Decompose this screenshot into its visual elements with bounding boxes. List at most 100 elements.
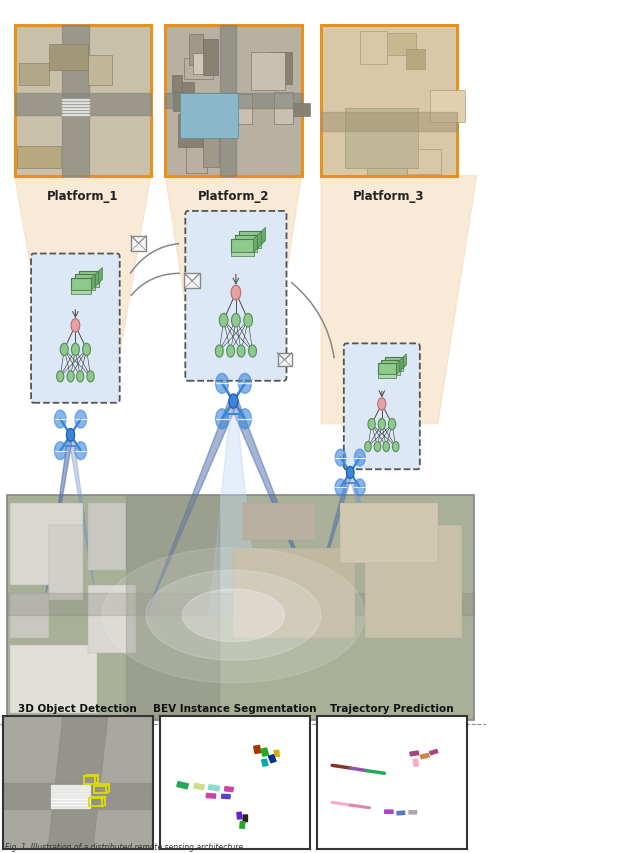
Circle shape xyxy=(335,479,346,496)
FancyBboxPatch shape xyxy=(243,815,248,822)
FancyArrowPatch shape xyxy=(131,274,180,296)
Circle shape xyxy=(239,374,252,394)
Circle shape xyxy=(365,442,371,452)
Circle shape xyxy=(392,442,399,452)
Polygon shape xyxy=(95,271,99,287)
Circle shape xyxy=(388,419,396,430)
Circle shape xyxy=(232,314,240,328)
FancyBboxPatch shape xyxy=(378,364,397,375)
Circle shape xyxy=(346,467,354,479)
Circle shape xyxy=(216,409,228,429)
Polygon shape xyxy=(228,402,321,616)
Circle shape xyxy=(378,398,386,410)
Bar xyxy=(360,32,387,66)
FancyBboxPatch shape xyxy=(236,235,257,249)
Circle shape xyxy=(83,344,90,357)
FancyBboxPatch shape xyxy=(79,271,99,284)
Polygon shape xyxy=(71,291,92,294)
Circle shape xyxy=(220,314,228,328)
Bar xyxy=(430,91,465,123)
FancyBboxPatch shape xyxy=(224,786,234,792)
Bar xyxy=(346,109,419,169)
Polygon shape xyxy=(102,548,365,683)
Circle shape xyxy=(237,345,245,357)
Bar xyxy=(193,54,205,75)
Polygon shape xyxy=(209,402,258,616)
Polygon shape xyxy=(62,106,90,107)
Polygon shape xyxy=(182,589,285,641)
Bar xyxy=(252,54,285,90)
Bar xyxy=(221,95,252,125)
Polygon shape xyxy=(257,232,262,249)
Polygon shape xyxy=(15,177,151,372)
Circle shape xyxy=(71,319,80,333)
Bar xyxy=(172,76,182,93)
Polygon shape xyxy=(62,108,90,110)
Circle shape xyxy=(355,479,365,496)
Polygon shape xyxy=(311,473,353,608)
Circle shape xyxy=(227,345,235,357)
Polygon shape xyxy=(378,375,397,378)
FancyBboxPatch shape xyxy=(413,758,419,767)
Polygon shape xyxy=(51,785,90,787)
Bar xyxy=(281,104,310,117)
Circle shape xyxy=(67,371,74,382)
Circle shape xyxy=(248,345,257,357)
Bar xyxy=(365,525,462,638)
Bar xyxy=(371,133,388,153)
Text: Platform_3: Platform_3 xyxy=(353,190,425,203)
Bar xyxy=(367,141,408,176)
Title: Trajectory Prediction: Trajectory Prediction xyxy=(330,703,454,713)
Polygon shape xyxy=(92,275,95,291)
Polygon shape xyxy=(146,402,238,616)
Polygon shape xyxy=(348,473,389,608)
Polygon shape xyxy=(51,791,90,793)
FancyBboxPatch shape xyxy=(260,747,269,757)
Polygon shape xyxy=(165,94,301,109)
Polygon shape xyxy=(165,177,301,334)
Bar xyxy=(185,107,212,121)
Text: Platform_2: Platform_2 xyxy=(198,190,269,203)
Bar xyxy=(49,45,88,72)
Polygon shape xyxy=(48,717,108,849)
Polygon shape xyxy=(239,245,262,249)
Circle shape xyxy=(374,442,381,452)
Bar xyxy=(10,593,49,638)
FancyBboxPatch shape xyxy=(207,784,220,792)
Bar xyxy=(131,236,147,252)
Polygon shape xyxy=(62,100,90,102)
Polygon shape xyxy=(236,249,257,253)
FancyBboxPatch shape xyxy=(232,240,253,252)
FancyBboxPatch shape xyxy=(186,212,287,381)
Polygon shape xyxy=(321,177,477,424)
Polygon shape xyxy=(400,357,403,372)
Polygon shape xyxy=(68,435,95,593)
Bar xyxy=(275,93,292,125)
FancyBboxPatch shape xyxy=(419,753,430,759)
Circle shape xyxy=(60,344,68,357)
FancyBboxPatch shape xyxy=(221,793,231,799)
FancyBboxPatch shape xyxy=(176,781,189,790)
Bar xyxy=(165,26,301,177)
Bar xyxy=(243,503,316,541)
Bar xyxy=(407,149,441,175)
Bar xyxy=(15,26,151,177)
Circle shape xyxy=(75,442,86,460)
Polygon shape xyxy=(381,372,400,375)
FancyBboxPatch shape xyxy=(384,809,394,814)
Bar xyxy=(173,83,195,112)
Polygon shape xyxy=(15,94,151,116)
Bar xyxy=(19,64,49,86)
Title: 3D Object Detection: 3D Object Detection xyxy=(19,703,137,713)
Bar xyxy=(17,147,61,169)
Polygon shape xyxy=(51,799,90,802)
Bar xyxy=(189,34,203,67)
Circle shape xyxy=(229,394,238,409)
FancyBboxPatch shape xyxy=(193,783,205,791)
FancyBboxPatch shape xyxy=(429,749,438,756)
Polygon shape xyxy=(3,783,152,809)
Bar xyxy=(94,786,106,793)
Polygon shape xyxy=(385,368,403,372)
FancyBboxPatch shape xyxy=(239,232,262,245)
Circle shape xyxy=(335,450,346,467)
